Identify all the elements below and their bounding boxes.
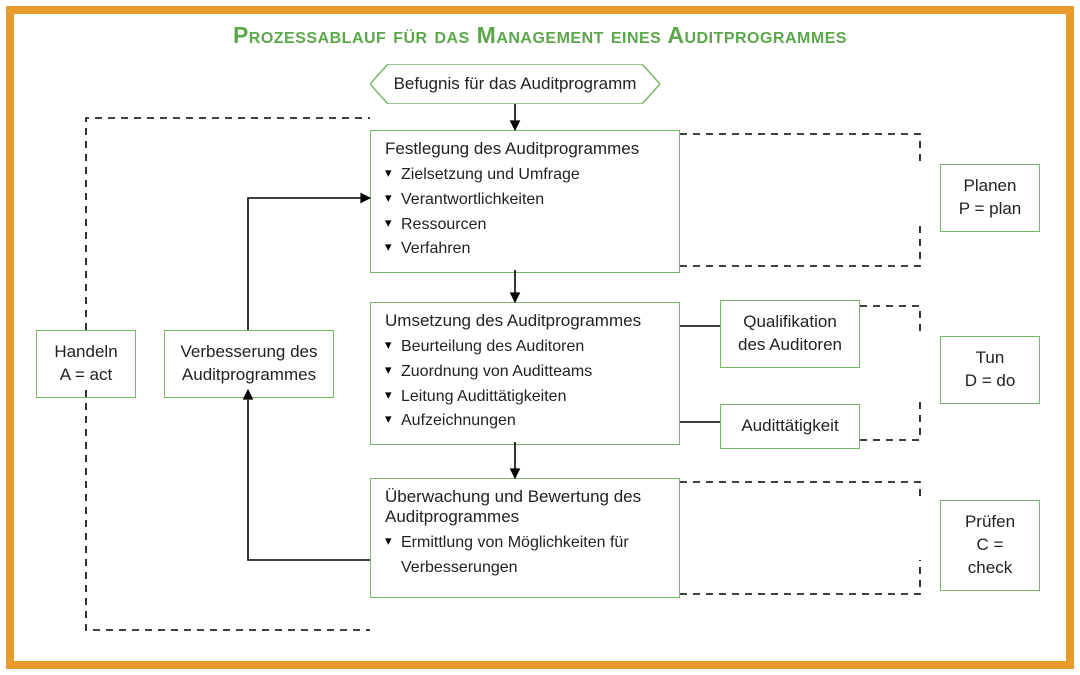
node-do-item: Zuordnung von Auditteams — [385, 360, 665, 385]
node-plan-item: Verantwortlichkeiten — [385, 188, 665, 213]
node-pruefen-box: Prüfen C = check — [940, 500, 1040, 591]
node-act-line: Handeln — [51, 341, 121, 364]
node-act-box: Handeln A = act — [36, 330, 136, 398]
node-qualification-box: Qualifikation des Auditoren — [720, 300, 860, 368]
node-tun-box: Tun D = do — [940, 336, 1040, 404]
node-tun-line: Tun — [955, 347, 1025, 370]
node-plan-item: Verfahren — [385, 237, 665, 262]
node-check-box: Überwachung und Bewertung des Auditprogr… — [370, 478, 680, 598]
node-check-title: Überwachung und Bewertung des Auditprogr… — [385, 487, 665, 527]
node-do-title: Umsetzung des Auditprogrammes — [385, 311, 665, 331]
node-start-hexagon: Befugnis für das Auditprogramm — [370, 64, 660, 104]
node-do-item: Leitung Audittätigkeiten — [385, 385, 665, 410]
node-improve-line: Verbesserung des — [179, 341, 319, 364]
node-plan-item: Zielsetzung und Umfrage — [385, 163, 665, 188]
node-do-item: Beurteilung des Auditoren — [385, 335, 665, 360]
node-tun-line: D = do — [955, 370, 1025, 393]
node-planen-box: Planen P = plan — [940, 164, 1040, 232]
node-plan-title: Festlegung des Auditprogrammes — [385, 139, 665, 159]
node-act-line: A = act — [51, 364, 121, 387]
node-do-item: Aufzeichnungen — [385, 409, 665, 434]
node-start-label: Befugnis für das Auditprogramm — [394, 74, 637, 94]
node-plan-box: Festlegung des Auditprogrammes Zielsetzu… — [370, 130, 680, 273]
node-qual-line: Qualifikation — [735, 311, 845, 334]
node-plan-item: Ressourcen — [385, 213, 665, 238]
node-planen-line: P = plan — [955, 198, 1025, 221]
node-improve-line: Auditprogrammes — [179, 364, 319, 387]
node-activity-box: Audittätigkeit — [720, 404, 860, 449]
node-planen-line: Planen — [955, 175, 1025, 198]
diagram-title: Prozessablauf für das Management eines A… — [0, 22, 1080, 49]
node-activity-line: Audittätigkeit — [735, 415, 845, 438]
node-check-item: Ermittlung von Möglichkeiten für Verbess… — [385, 531, 665, 581]
node-qual-line: des Auditoren — [735, 334, 845, 357]
node-pruefen-line: Prüfen — [955, 511, 1025, 534]
node-do-box: Umsetzung des Auditprogrammes Beurteilun… — [370, 302, 680, 445]
node-pruefen-line: C = check — [955, 534, 1025, 580]
node-improve-box: Verbesserung des Auditprogrammes — [164, 330, 334, 398]
